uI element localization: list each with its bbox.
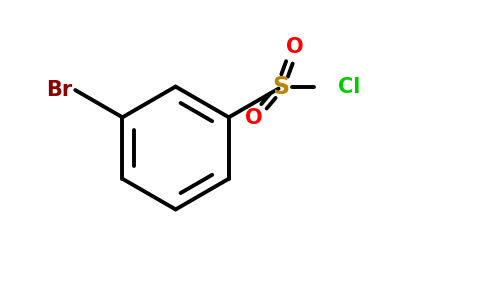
Text: O: O [286,38,303,58]
Text: S: S [272,75,289,99]
Text: O: O [245,109,263,128]
Text: Cl: Cl [338,76,361,97]
Text: Br: Br [46,80,72,100]
